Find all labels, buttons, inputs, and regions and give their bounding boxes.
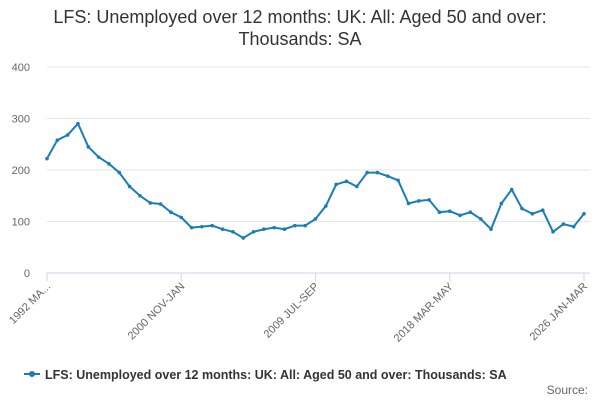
point [416, 199, 421, 203]
point [344, 179, 349, 184]
point [385, 174, 390, 178]
point [169, 210, 173, 215]
y-tick-label: 200 [12, 165, 30, 177]
x-tick-label: 2026 JAN-MAR [528, 281, 591, 344]
point [540, 208, 545, 212]
point [148, 201, 153, 205]
point [437, 210, 442, 215]
point [530, 211, 535, 216]
line [46, 121, 585, 240]
legend-label: LFS: Unemployed over 12 months: UK: All:… [45, 368, 507, 382]
point [303, 223, 307, 228]
point [313, 217, 318, 221]
x-tick-label: 2018 MAR-MAY [392, 280, 457, 345]
point [65, 133, 70, 137]
point [96, 155, 101, 159]
point [458, 213, 462, 218]
point [262, 227, 266, 232]
point [251, 230, 256, 234]
point [478, 217, 483, 221]
point [179, 215, 184, 220]
point [551, 230, 555, 234]
point [282, 227, 287, 232]
point [55, 138, 60, 142]
point [210, 223, 215, 228]
point [200, 224, 204, 229]
point [582, 211, 586, 216]
point [86, 145, 91, 149]
source: Source: [547, 383, 588, 397]
point [406, 201, 411, 206]
point [375, 170, 380, 175]
y-tick-label: 0 [24, 268, 30, 280]
point [427, 198, 431, 202]
legend-item: LFS: Unemployed over 12 months: UK: All:… [24, 368, 507, 382]
x-tick-label: 1992 MA... [7, 281, 53, 327]
point [499, 201, 504, 206]
point [571, 224, 576, 229]
x-tick-label: 2000 NOV-JAN [126, 281, 188, 343]
point [107, 162, 111, 166]
point [468, 210, 473, 215]
point [520, 206, 524, 211]
point [117, 170, 122, 175]
point [447, 209, 452, 213]
point [138, 193, 142, 198]
point [396, 178, 400, 183]
point [220, 227, 225, 232]
point [334, 182, 338, 187]
point [127, 184, 132, 189]
legend-marker [29, 371, 35, 377]
point [272, 225, 276, 230]
point [561, 222, 566, 226]
point [489, 227, 493, 232]
y-tick-label: 400 [12, 62, 30, 74]
point [509, 187, 514, 192]
y-tick-label: 300 [12, 114, 30, 126]
point [365, 170, 369, 175]
y-tick-label: 100 [12, 217, 30, 229]
point [355, 184, 359, 189]
point [231, 230, 235, 234]
point [45, 156, 49, 161]
chart-title: LFS: Unemployed over 12 months: UK: All:… [53, 7, 547, 49]
point [293, 223, 297, 228]
point [76, 121, 80, 126]
point [158, 202, 163, 206]
point [189, 225, 194, 230]
x-tick-label: 2009 JUL-SEP [262, 281, 322, 341]
point [324, 204, 328, 208]
point [241, 236, 246, 240]
